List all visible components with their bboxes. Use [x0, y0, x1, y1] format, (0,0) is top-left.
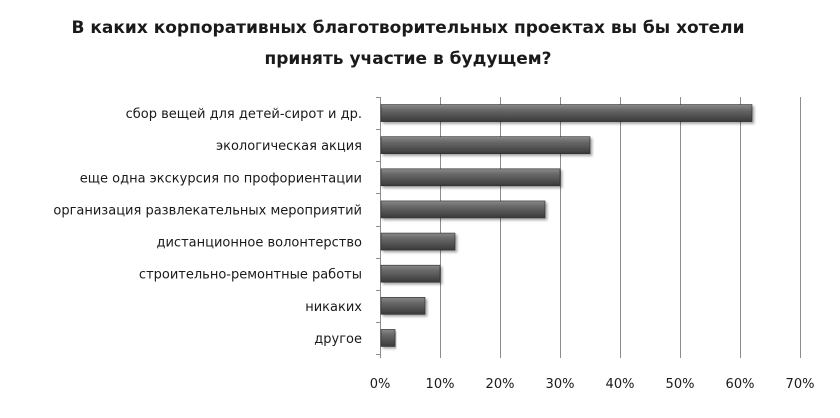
x-tick-labels: 0% 10% 20% 30% 40% 50% 60% 70% [370, 377, 815, 392]
bars [380, 104, 753, 347]
bar [380, 329, 396, 347]
chart-title-line-1: В каких корпоративных благотворительных … [72, 18, 745, 38]
x-tick-label: 40% [606, 377, 635, 392]
bar [380, 136, 591, 154]
x-tick-label: 0% [370, 377, 391, 392]
category-label: дистанционное волонтерство [157, 236, 363, 251]
category-label: экологическая акция [216, 139, 362, 154]
category-label: еще одна экскурсия по профориентации [80, 171, 362, 186]
category-label: другое [314, 332, 362, 347]
category-label: никаких [305, 300, 362, 315]
x-tick-label: 50% [666, 377, 695, 392]
bar [380, 297, 426, 315]
x-tick-label: 70% [786, 377, 815, 392]
x-tick-label: 20% [486, 377, 515, 392]
category-labels: сбор вещей для детей-сирот и др. экологич… [53, 107, 362, 347]
category-label: сбор вещей для детей-сирот и др. [126, 107, 362, 122]
bar [380, 264, 441, 283]
chart-title-line-2: принять участие в будущем? [264, 49, 551, 69]
x-tick-label: 30% [546, 377, 575, 392]
bar [380, 232, 456, 251]
bar [380, 168, 561, 187]
category-label: строительно-ремонтные работы [139, 268, 362, 283]
bar [380, 200, 546, 219]
category-label: организация развлекательных мероприятий [53, 203, 362, 218]
x-tick-label: 60% [726, 377, 755, 392]
bar [380, 104, 753, 122]
x-tick-label: 10% [426, 377, 455, 392]
gridlines [376, 97, 801, 358]
